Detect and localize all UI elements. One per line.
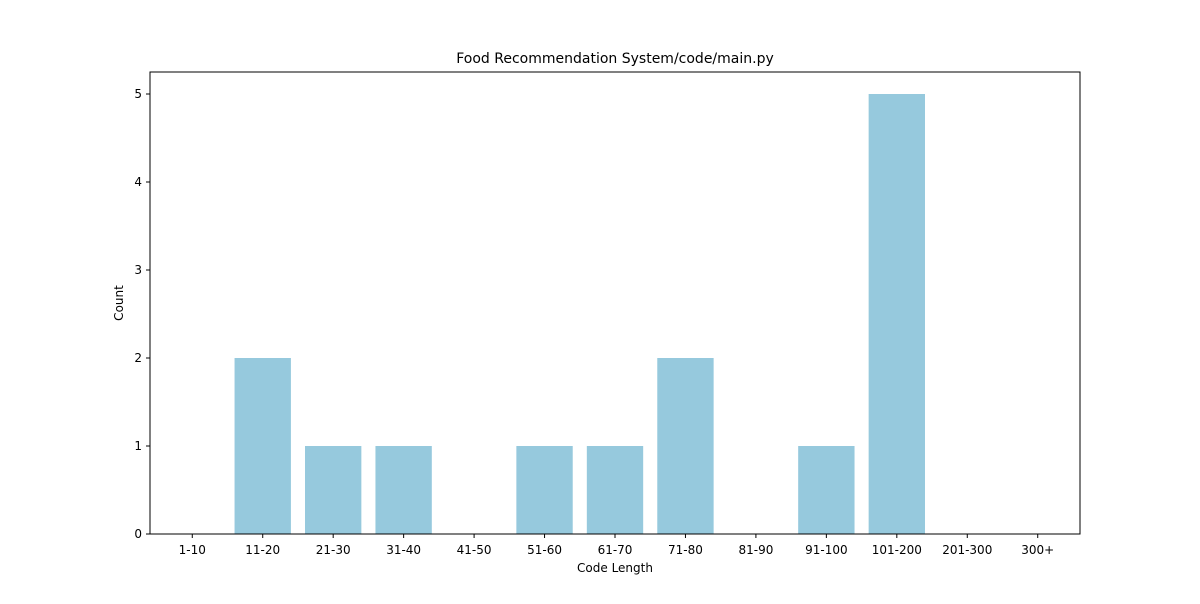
x-axis-label: Code Length: [577, 561, 653, 575]
bar-91-100: [798, 446, 855, 534]
x-tick-label: 51-60: [527, 543, 562, 557]
x-tick-label: 21-30: [316, 543, 351, 557]
y-tick-label: 5: [134, 87, 142, 101]
y-axis-ticks: 0 1 2 3 4 5: [134, 87, 150, 541]
y-tick-label: 4: [134, 175, 142, 189]
x-tick-label: 201-300: [942, 543, 992, 557]
bar-101-200: [868, 94, 925, 534]
y-axis-label: Count: [112, 285, 126, 321]
y-tick-label: 3: [134, 263, 142, 277]
x-tick-label: 300+: [1021, 543, 1054, 557]
x-tick-label: 11-20: [245, 543, 280, 557]
bar-61-70: [586, 446, 644, 534]
x-tick-label: 81-90: [738, 543, 773, 557]
bar-31-40: [375, 446, 432, 534]
plot-area-frame: [149, 71, 1081, 535]
x-tick-label: 71-80: [668, 543, 703, 557]
x-tick-label: 41-50: [457, 543, 492, 557]
x-tick-label: 31-40: [386, 543, 421, 557]
x-tick-label: 61-70: [598, 543, 633, 557]
x-tick-label: 1-10: [179, 543, 206, 557]
x-tick-label: 91-100: [805, 543, 848, 557]
x-tick-label: 101-200: [872, 543, 922, 557]
chart-title: Food Recommendation System/code/main.py: [456, 51, 774, 67]
y-tick-label: 1: [134, 439, 142, 453]
bar-51-60: [516, 446, 573, 534]
x-axis-ticks: 1-10 11-20 21-30 31-40 41-50 51-60 61-70 71-80 8…: [179, 534, 1054, 557]
bars-layer: [234, 94, 925, 534]
bar-71-80: [657, 358, 714, 534]
y-tick-label: 2: [134, 351, 142, 365]
bar-11-20: [234, 358, 291, 534]
y-tick-label: 0: [134, 527, 142, 541]
bar-21-30: [305, 446, 362, 534]
